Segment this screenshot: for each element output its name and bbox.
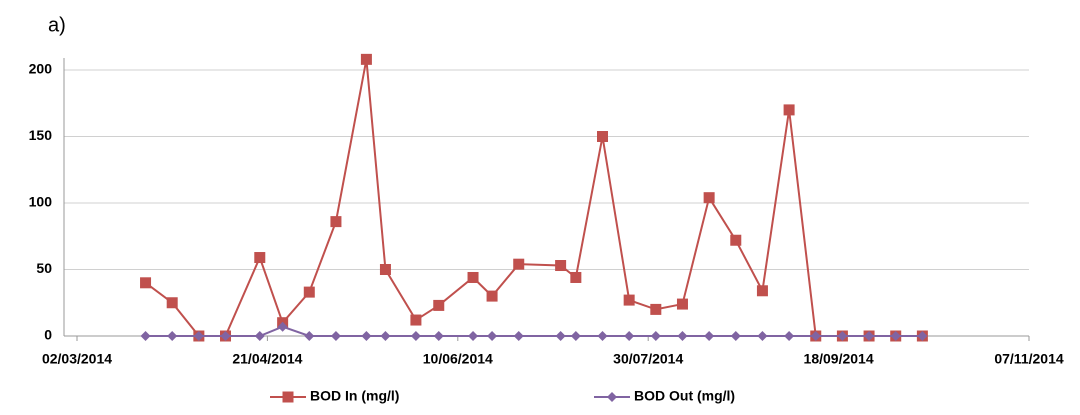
x-tick-label: 02/03/2014	[42, 351, 112, 367]
marker	[140, 277, 152, 289]
marker	[360, 53, 372, 65]
legend-marker	[607, 392, 617, 402]
marker	[784, 331, 795, 341]
marker	[254, 331, 265, 341]
marker	[410, 331, 421, 341]
series-line	[144, 59, 923, 337]
marker	[468, 331, 479, 341]
marker	[890, 331, 901, 341]
marker	[277, 321, 288, 332]
marker	[917, 331, 928, 341]
legend-label: BOD In (mg/l)	[310, 388, 399, 404]
marker	[555, 331, 566, 341]
marker	[650, 331, 661, 341]
marker	[487, 331, 498, 341]
marker	[433, 331, 444, 341]
marker	[513, 331, 524, 341]
marker	[757, 331, 768, 341]
x-tick-label: 10/06/2014	[423, 351, 493, 367]
y-tick-label: 50	[36, 260, 52, 276]
marker	[703, 192, 715, 204]
marker	[410, 314, 422, 326]
marker	[730, 234, 742, 246]
marker	[555, 260, 567, 272]
x-tick-label: 18/09/2014	[804, 351, 874, 367]
marker	[330, 331, 341, 341]
marker	[837, 331, 848, 341]
marker	[330, 216, 342, 228]
marker	[570, 271, 582, 283]
marker	[756, 285, 768, 297]
marker	[597, 131, 609, 142]
marker	[676, 298, 688, 310]
marker	[379, 264, 391, 275]
legend-marker	[282, 391, 294, 403]
x-tick-label: 07/11/2014	[994, 351, 1064, 367]
marker	[810, 331, 821, 341]
legend-label: BOD Out (mg/l)	[634, 388, 735, 404]
marker	[254, 252, 266, 264]
marker	[433, 299, 445, 311]
marker	[624, 331, 635, 341]
y-tick-label: 200	[29, 61, 53, 77]
marker	[650, 303, 662, 315]
marker	[140, 331, 151, 341]
panel-label: a)	[48, 14, 66, 36]
marker	[167, 331, 178, 341]
x-tick-label: 21/04/2014	[232, 351, 302, 367]
marker	[303, 286, 315, 298]
marker	[704, 331, 715, 341]
marker	[166, 297, 178, 309]
marker	[597, 331, 608, 341]
marker	[467, 271, 479, 283]
marker	[864, 331, 875, 341]
marker	[304, 331, 315, 341]
marker	[730, 331, 741, 341]
marker	[570, 331, 581, 341]
marker	[486, 290, 498, 302]
marker	[220, 331, 231, 341]
marker	[380, 331, 391, 341]
x-tick-label: 30/07/2014	[613, 351, 683, 367]
marker	[783, 104, 795, 116]
y-tick-label: 150	[29, 127, 53, 143]
marker	[623, 294, 635, 306]
marker	[361, 331, 372, 341]
y-tick-label: 0	[44, 327, 52, 343]
y-tick-label: 100	[29, 194, 53, 210]
marker	[193, 331, 204, 341]
marker	[513, 258, 525, 270]
marker	[677, 331, 688, 341]
